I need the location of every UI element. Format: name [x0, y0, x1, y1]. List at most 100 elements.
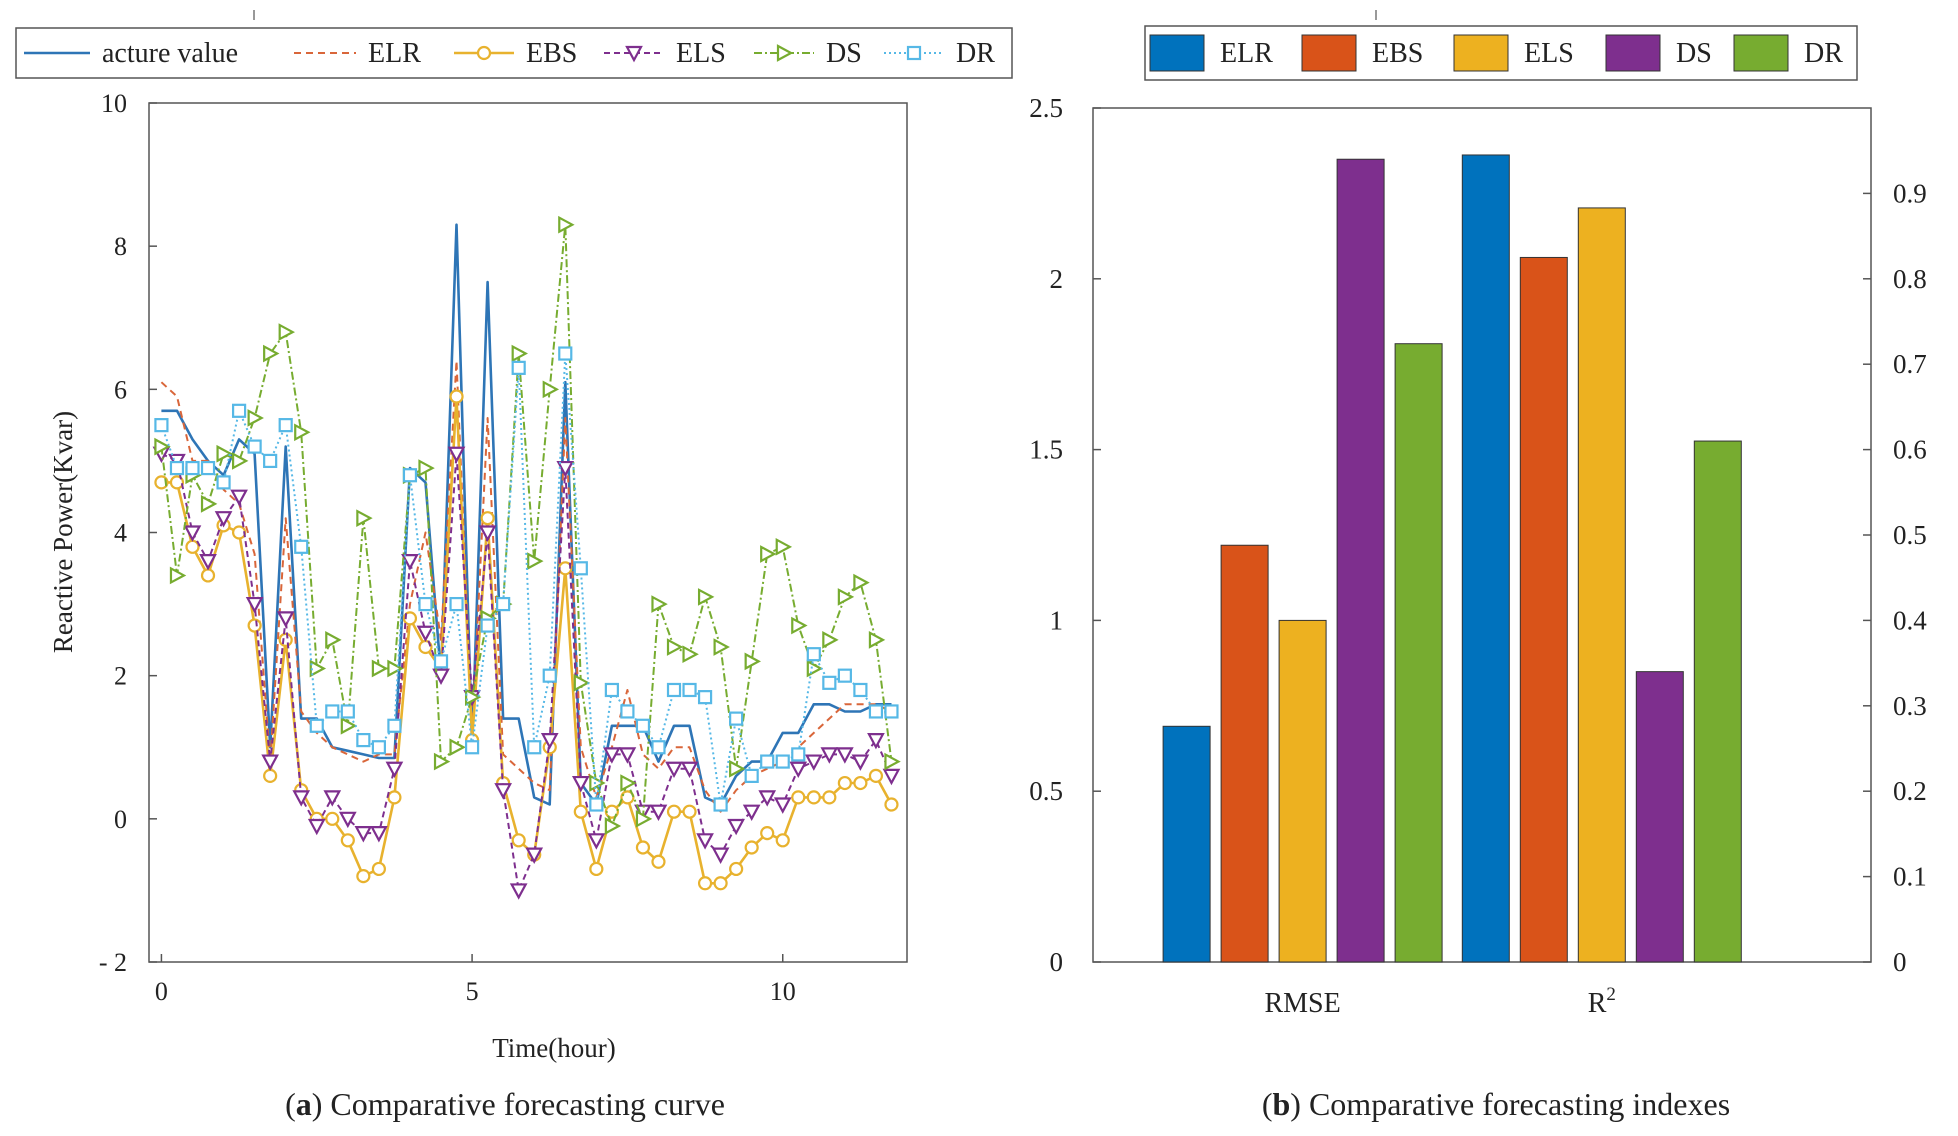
bar-right-tick-label: 0.1	[1893, 862, 1927, 892]
bar-ebs-rmse	[1220, 544, 1269, 963]
point-dr	[371, 740, 386, 755]
point-dr	[651, 740, 666, 755]
line-ticks: - 2 0 2 4 6 8 10 0 5 10	[99, 89, 796, 1006]
line-xtick-label: 0	[155, 977, 168, 1006]
legend-label-ds: DS	[1676, 38, 1712, 69]
series-markers-ds	[154, 215, 901, 835]
legend-swatch-ds	[1605, 34, 1661, 72]
point-dr	[806, 647, 821, 662]
point-ds	[713, 638, 730, 656]
point-ds	[247, 409, 264, 427]
point-els	[261, 754, 279, 771]
point-ebs	[620, 790, 635, 805]
point-dr	[278, 418, 293, 433]
point-ebs	[713, 876, 728, 891]
series-markers-dr	[154, 346, 899, 812]
legend-label-els: ELS	[1524, 38, 1574, 69]
line-xtick-label: 10	[770, 977, 796, 1006]
point-dr	[589, 797, 604, 812]
point-dr	[527, 740, 542, 755]
point-ebs	[340, 833, 355, 848]
point-ds	[278, 323, 296, 341]
point-dr	[791, 747, 806, 762]
point-ds	[542, 380, 560, 399]
point-ds	[635, 809, 653, 828]
point-els	[540, 732, 559, 750]
point-ds	[837, 588, 855, 606]
point-dr	[604, 682, 619, 698]
bar-right-tick-label: 0.5	[1893, 520, 1927, 550]
point-els	[696, 833, 714, 850]
point-els	[416, 625, 435, 643]
bar-left-tick-label: 1.5	[1029, 435, 1063, 465]
point-els	[727, 818, 745, 836]
point-ebs	[791, 790, 806, 805]
series-line-els	[160, 452, 893, 892]
point-els	[245, 596, 264, 614]
point-ebs	[278, 632, 293, 647]
bar-els-rmse	[1278, 619, 1327, 963]
bar-els-r2	[1577, 207, 1626, 963]
point-els	[742, 804, 761, 821]
point-ebs	[651, 854, 666, 869]
point-dr	[449, 596, 464, 612]
point-els	[525, 847, 544, 864]
point-els	[230, 489, 248, 507]
point-ebs	[356, 868, 371, 884]
series-line-elr	[160, 359, 892, 813]
point-els	[711, 847, 730, 864]
point-ebs	[573, 804, 588, 819]
point-dr	[496, 596, 511, 612]
point-dr	[713, 797, 728, 812]
legend-label-dr: DR	[956, 38, 995, 69]
point-dr	[573, 561, 588, 576]
point-els	[851, 754, 870, 771]
series-line-acture-value	[161, 223, 892, 806]
point-ds	[169, 566, 187, 585]
point-els	[820, 747, 839, 764]
point-els	[773, 797, 792, 814]
point-els	[401, 554, 419, 571]
point-dr	[697, 690, 713, 705]
point-ebs	[402, 611, 418, 626]
point-els	[354, 826, 373, 843]
point-dr	[340, 704, 355, 719]
point-els	[680, 761, 699, 779]
legend-label-elr: ELR	[1220, 38, 1273, 69]
line-ytick-label: 0	[114, 805, 127, 834]
point-els	[804, 754, 823, 771]
point-ebs	[480, 511, 495, 526]
point-ebs	[744, 840, 759, 855]
bar-ds-r2	[1635, 671, 1684, 963]
point-ebs	[325, 811, 340, 826]
point-dr	[620, 704, 635, 719]
point-ebs	[200, 568, 216, 583]
bar-right-tick-label: 0	[1893, 947, 1907, 977]
point-dr	[837, 668, 852, 683]
point-ds	[387, 659, 404, 678]
point-els	[587, 833, 606, 850]
bar-left-tick-label: 1	[1050, 605, 1064, 635]
point-ebs	[806, 790, 821, 805]
bar-right-tick-label: 0.9	[1893, 178, 1927, 208]
point-ebs	[853, 775, 868, 791]
point-ds	[511, 344, 529, 363]
line-ytick-label: 10	[101, 89, 127, 118]
caption-b-text: Comparative forecasting indexes	[1309, 1086, 1730, 1122]
point-dr	[309, 718, 324, 733]
caption-b-letter: b	[1273, 1086, 1291, 1122]
point-els	[307, 818, 326, 836]
point-ebs	[884, 797, 899, 812]
bar-elr-r2	[1461, 154, 1510, 963]
point-els	[323, 790, 342, 807]
bar-right-tick-label: 0.2	[1893, 776, 1927, 806]
point-ds	[263, 344, 280, 363]
point-ebs	[169, 475, 185, 490]
legend-marker-ds	[776, 44, 794, 62]
line-ylabel: Reactive Power(Kvar)	[48, 411, 78, 653]
point-ebs	[775, 833, 790, 848]
point-ds	[573, 673, 591, 692]
point-ebs	[666, 804, 682, 819]
point-ds	[682, 645, 699, 664]
legend-swatch-ebs	[1301, 34, 1357, 72]
